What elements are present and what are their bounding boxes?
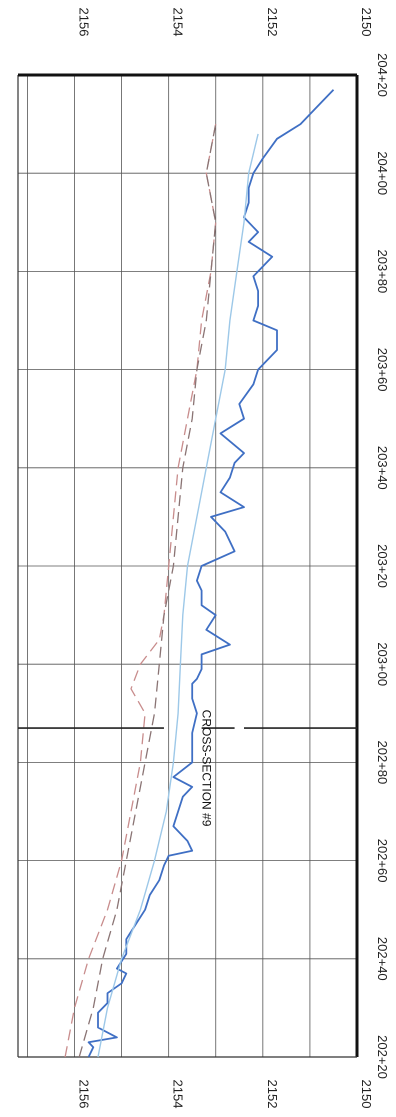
x-tick-label: 202+80: [375, 741, 390, 785]
series-line-3: [64, 123, 217, 1058]
x-tick-label: 203+40: [375, 446, 390, 490]
x-tick-label: 203+20: [375, 544, 390, 588]
x-tick-label: 202+20: [375, 1035, 390, 1079]
x-tick-label: 203+60: [375, 348, 390, 392]
y-tick-label-bottom: 2156: [77, 1080, 92, 1109]
y-tick-label-bottom: 2152: [265, 1080, 280, 1109]
y-tick-label-bottom: 2154: [171, 1080, 186, 1109]
cross-section-label: CROSS-SECTION #9: [199, 710, 213, 827]
x-tick-label: 202+40: [375, 937, 390, 981]
x-tick-label: 204+20: [375, 53, 390, 97]
y-tick-label-top: 2150: [359, 8, 374, 37]
x-tick-label: 203+80: [375, 250, 390, 294]
series-line-4: [78, 123, 217, 1058]
y-tick-label-top: 2152: [265, 8, 280, 37]
y-tick-label-top: 2156: [77, 8, 92, 37]
series-line-1: [87, 89, 335, 1058]
x-tick-label: 204+00: [375, 151, 390, 195]
x-tick-label: 203+00: [375, 642, 390, 686]
y-tick-label-top: 2154: [171, 8, 186, 37]
y-tick-label-bottom: 2150: [359, 1080, 374, 1109]
series-line-2: [97, 133, 259, 1058]
x-tick-label: 202+60: [375, 839, 390, 883]
